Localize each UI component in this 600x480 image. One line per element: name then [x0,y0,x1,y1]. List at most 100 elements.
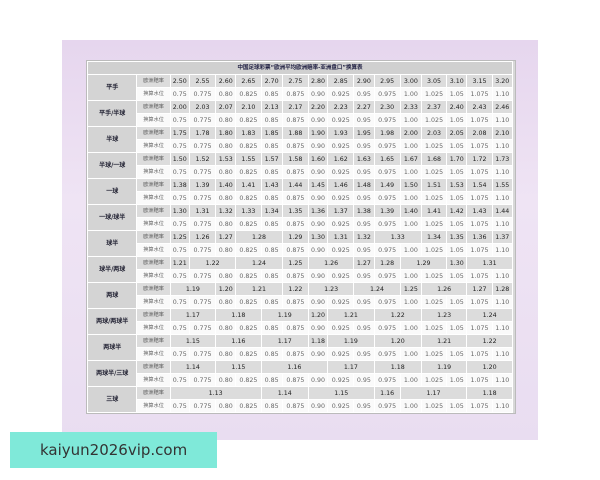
odds-cell: 1.26 [420,282,468,296]
water-cell: 1.05 [446,373,468,387]
odds-cell: 1.14 [169,360,217,374]
water-cell: 0.85 [260,139,283,153]
water-row: 换算水位 0.75 0.775 0.80 0.825 0.85 0.875 0.90 0.925… [88,295,514,309]
water-row: 换算水位 0.75 0.775 0.80 0.825 0.85 0.875 0.90 0.925… [88,87,514,101]
odds-cell: 1.42 [446,204,468,218]
odds-cell: 1.15 [169,334,217,348]
water-cell: 0.925 [327,295,355,309]
odds-cell: 1.49 [373,178,401,192]
water-cell: 1.025 [420,269,448,283]
water-cell: 0.90 [307,113,329,127]
water-cell: 0.775 [188,87,217,101]
odds-cell: 1.18 [466,386,513,400]
water-cell: 0.875 [281,295,309,309]
odds-cell: 2.95 [373,74,401,88]
water-cell: 0.925 [327,139,355,153]
water-cell: 0.85 [260,269,283,283]
odds-cell: 1.45 [307,178,329,192]
water-cell: 0.85 [260,87,283,101]
water-cell: 1.075 [466,295,493,309]
odds-cell: 1.48 [353,178,375,192]
odds-cell: 2.27 [353,100,375,114]
odds-cell: 1.17 [169,308,217,322]
water-cell: 1.075 [466,243,493,257]
water-row: 换算水位 0.75 0.775 0.80 0.825 0.85 0.875 0.90 0.925… [88,139,514,153]
water-cell: 0.95 [353,269,375,283]
odds-cell: 1.27 [215,230,237,244]
odds-label: 欧洲赔率 [136,308,171,322]
water-cell: 0.95 [353,87,375,101]
water-cell: 0.85 [260,347,283,361]
odds-label: 欧洲赔率 [136,360,171,374]
water-label: 换算水位 [136,373,171,387]
water-cell: 1.025 [420,217,448,231]
water-cell: 1.025 [420,87,448,101]
water-cell: 1.10 [491,113,514,127]
odds-cell: 2.43 [466,100,493,114]
odds-cell: 1.19 [260,308,309,322]
odds-cell: 1.27 [466,282,493,296]
odds-cell: 1.78 [188,126,217,140]
odds-cell: 2.37 [420,100,448,114]
handicap-label: 两球/两球半 [86,308,138,335]
water-cell: 1.05 [446,191,468,205]
odds-cell: 1.22 [466,334,513,348]
odds-cell: 1.36 [466,230,493,244]
water-cell: 0.875 [281,87,309,101]
water-cell: 1.075 [466,347,493,361]
odds-cell: 2.50 [169,74,190,88]
odds-cell: 2.07 [215,100,237,114]
water-cell: 0.80 [215,243,237,257]
water-cell: 0.975 [373,139,401,153]
odds-cell: 1.21 [235,282,283,296]
odds-cell: 1.31 [327,230,355,244]
water-cell: 0.80 [215,399,237,413]
water-label: 换算水位 [136,269,171,283]
water-cell: 0.90 [307,139,329,153]
water-cell: 0.95 [353,165,375,179]
water-cell: 0.825 [235,243,262,257]
water-cell: 1.10 [491,321,514,335]
water-cell: 0.925 [327,269,355,283]
water-cell: 0.925 [327,373,355,387]
odds-cell: 1.25 [169,230,190,244]
water-cell: 0.925 [327,113,355,127]
water-cell: 1.05 [446,399,468,413]
water-cell: 0.825 [235,139,262,153]
water-cell: 1.075 [466,139,493,153]
odds-cell: 1.43 [260,178,283,192]
water-cell: 0.925 [327,191,355,205]
water-cell: 0.775 [188,399,217,413]
water-cell: 1.00 [399,165,422,179]
odds-cell: 2.30 [373,100,401,114]
water-cell: 1.05 [446,243,468,257]
water-cell: 0.975 [373,87,401,101]
water-cell: 0.95 [353,399,375,413]
water-cell: 1.025 [420,243,448,257]
water-cell: 1.00 [399,87,422,101]
odds-cell: 1.25 [281,256,309,270]
water-cell: 1.05 [446,165,468,179]
water-cell: 0.90 [307,373,329,387]
odds-cell: 1.30 [169,204,190,218]
water-cell: 0.80 [215,269,237,283]
water-cell: 0.90 [307,217,329,231]
odds-cell: 1.75 [169,126,190,140]
water-cell: 0.90 [307,243,329,257]
odds-label: 欧洲赔率 [136,126,171,140]
odds-row: 球半 欧洲赔率 1.25 1.26 1.27 1.28 1.29 1.30 1.31 1.32 1.… [86,230,514,257]
odds-cell: 2.00 [169,100,190,114]
water-cell: 0.85 [260,373,283,387]
odds-row: 两球半/三球 欧洲赔率 1.14 1.15 1.16 1.17 1.18 1.19 1.20 [86,360,513,387]
water-row: 换算水位 0.75 0.775 0.80 0.825 0.85 0.875 0.90 0.925… [88,321,514,335]
odds-cell: 1.57 [260,152,283,166]
water-cell: 0.95 [353,373,375,387]
odds-cell: 2.17 [281,100,309,114]
odds-cell: 2.33 [399,100,422,114]
odds-cell: 1.29 [399,256,448,270]
water-cell: 1.025 [420,321,448,335]
water-cell: 0.775 [188,347,217,361]
water-cell: 1.025 [420,347,448,361]
odds-cell: 1.53 [446,178,468,192]
water-cell: 1.00 [399,399,422,413]
